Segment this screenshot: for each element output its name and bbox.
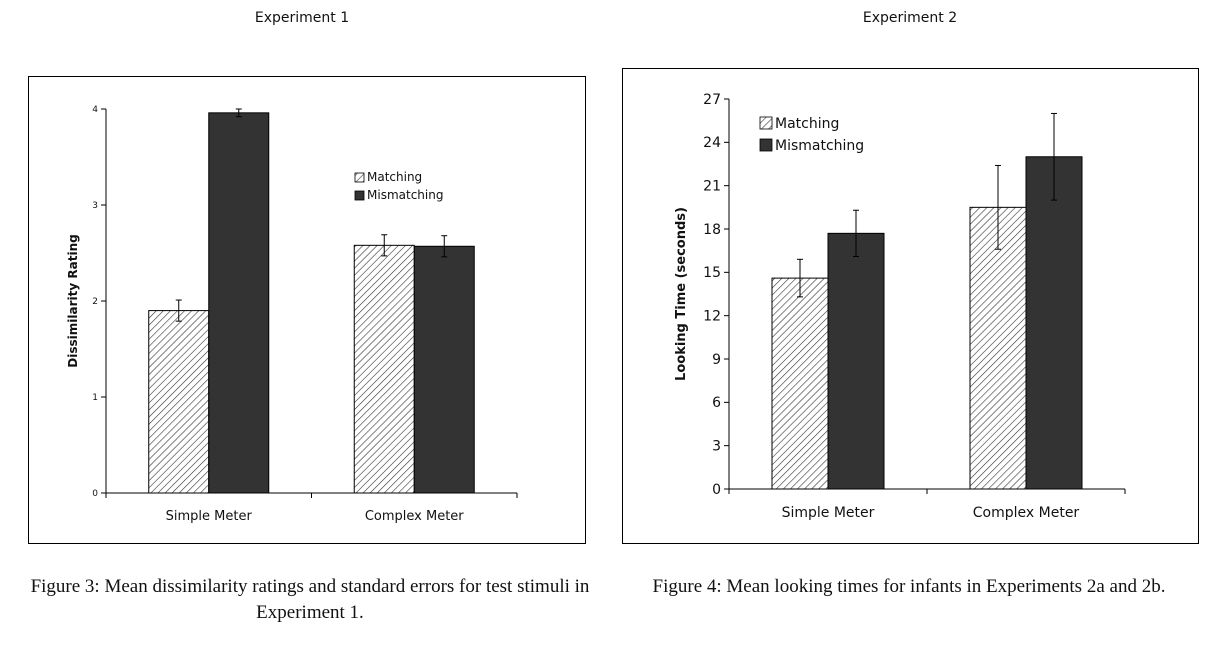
y-tick-label: 3 [92,201,98,211]
y-tick-label: 12 [703,309,721,325]
y-tick-label: 4 [92,105,98,115]
legend-label-matching: Matching [367,170,422,184]
y-tick-label: 0 [92,489,98,499]
y-tick-label: 0 [712,482,721,498]
legend-swatch-matching [759,116,773,130]
legend-swatch-matching [354,172,365,183]
x-category-label-complex-meter: Complex Meter [973,505,1080,521]
x-category-label-complex-meter: Complex Meter [365,509,464,524]
legend-label-mismatching: Mismatching [775,138,864,154]
y-axis-title: Looking Time (seconds) [674,207,689,381]
legend-label-matching: Matching [775,116,839,132]
bar-mismatching-simple-meter [208,112,270,494]
figure-4-chart: 0 3 6 9 12 15 18 21 24 27 Simple Meter Complex Mete… [622,68,1199,544]
y-tick-label: 6 [712,395,721,411]
bar-matching-complex-meter [353,244,415,494]
bar-mismatching-simple-meter [827,232,885,490]
legend: Matching Mismatching [354,170,443,202]
figure-4-caption: Figure 4: Mean looking times for infants… [652,576,1166,597]
y-tick-label: 18 [703,222,721,238]
experiment-1-title: Experiment 1 [254,10,350,26]
y-tick-label: 2 [92,297,98,307]
figure-3-caption: Figure 3: Mean dissimilarity ratings and… [30,576,590,623]
y-tick-label: 27 [703,92,721,108]
bar-matching-simple-meter [148,310,210,494]
bar-matching-simple-meter [771,277,829,490]
x-category-label-simple-meter: Simple Meter [166,509,253,524]
y-axis-title: Dissimilarity Rating [66,234,80,367]
y-tick-label: 24 [703,135,721,151]
figure-3-chart: 0 1 2 3 4 Simple Meter Complex Meter Dissimilar… [28,76,586,544]
legend: Matching Mismatching [759,116,864,154]
legend-label-mismatching: Mismatching [367,188,443,202]
y-tick-label: 21 [703,179,721,195]
figure-3-plot: 0 1 2 3 4 Simple Meter Complex Meter Dissimilar… [66,105,518,524]
bar-mismatching-complex-meter [413,245,475,494]
experiment-2-title: Experiment 2 [862,10,958,26]
bar-mismatching-complex-meter [1025,156,1083,490]
figure-4-plot: 0 3 6 9 12 15 18 21 24 27 Simple Meter Complex Mete… [674,92,1126,521]
y-tick-label: 15 [703,265,721,281]
y-tick-label: 1 [92,393,98,403]
legend-swatch-mismatching [354,190,365,201]
y-tick-label: 9 [712,352,721,368]
y-tick-label: 3 [712,439,721,455]
legend-swatch-mismatching [759,138,773,152]
x-category-label-simple-meter: Simple Meter [782,505,875,521]
